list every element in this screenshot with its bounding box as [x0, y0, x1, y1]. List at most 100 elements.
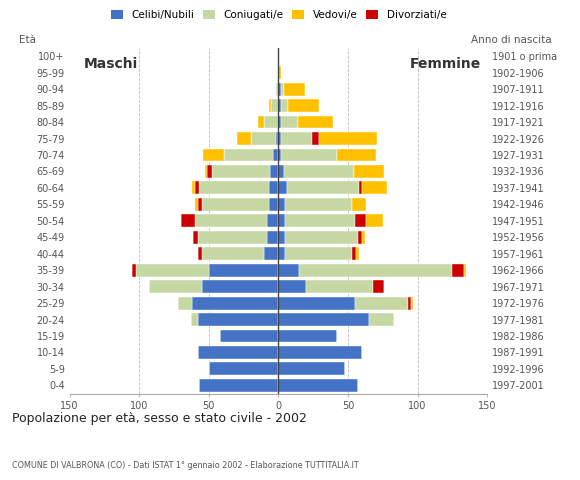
- Bar: [278, 346, 362, 359]
- Bar: [278, 280, 306, 293]
- Bar: [408, 297, 411, 310]
- Bar: [355, 215, 366, 227]
- Text: Anno di nascita: Anno di nascita: [472, 35, 552, 45]
- Bar: [312, 132, 319, 145]
- Bar: [298, 116, 333, 129]
- Bar: [278, 330, 337, 342]
- Bar: [278, 362, 345, 375]
- Bar: [369, 313, 394, 326]
- Bar: [205, 165, 208, 178]
- Bar: [281, 148, 337, 161]
- Bar: [264, 247, 278, 260]
- Bar: [269, 181, 278, 194]
- Text: COMUNE DI VALBRONA (CO) - Dati ISTAT 1° gennaio 2002 - Elaborazione TUTTITALIA.I: COMUNE DI VALBRONA (CO) - Dati ISTAT 1° …: [12, 461, 358, 470]
- Bar: [220, 330, 278, 342]
- Bar: [198, 231, 267, 244]
- Bar: [362, 231, 365, 244]
- Bar: [191, 313, 198, 326]
- Bar: [278, 83, 281, 96]
- Bar: [194, 231, 198, 244]
- Bar: [373, 280, 384, 293]
- Bar: [285, 215, 355, 227]
- Bar: [278, 99, 281, 112]
- Bar: [354, 165, 384, 178]
- Bar: [273, 148, 278, 161]
- Bar: [463, 264, 466, 276]
- Bar: [199, 181, 269, 194]
- Bar: [198, 313, 278, 326]
- Bar: [192, 297, 278, 310]
- Bar: [278, 148, 281, 161]
- Bar: [281, 116, 298, 129]
- Bar: [271, 99, 278, 112]
- Text: Popolazione per età, sesso e stato civile - 2002: Popolazione per età, sesso e stato civil…: [12, 412, 306, 425]
- Bar: [136, 264, 209, 276]
- Bar: [278, 181, 287, 194]
- Bar: [192, 181, 195, 194]
- Text: Maschi: Maschi: [84, 58, 139, 72]
- Bar: [278, 231, 285, 244]
- Bar: [270, 165, 278, 178]
- Bar: [352, 198, 366, 211]
- Bar: [284, 83, 305, 96]
- Bar: [278, 215, 285, 227]
- Bar: [198, 247, 202, 260]
- Bar: [278, 66, 281, 79]
- Bar: [285, 231, 358, 244]
- Bar: [278, 379, 358, 392]
- Bar: [276, 132, 278, 145]
- Bar: [278, 313, 369, 326]
- Bar: [356, 247, 359, 260]
- Bar: [319, 132, 377, 145]
- Bar: [281, 83, 284, 96]
- Bar: [267, 215, 278, 227]
- Bar: [278, 165, 284, 178]
- Bar: [149, 280, 202, 293]
- Bar: [132, 264, 136, 276]
- Bar: [306, 280, 373, 293]
- Bar: [212, 165, 270, 178]
- Bar: [264, 116, 278, 129]
- Bar: [267, 231, 278, 244]
- Bar: [352, 247, 356, 260]
- Bar: [224, 148, 273, 161]
- Bar: [337, 148, 376, 161]
- Bar: [199, 379, 278, 392]
- Bar: [198, 346, 278, 359]
- Bar: [202, 247, 264, 260]
- Bar: [269, 198, 278, 211]
- Bar: [362, 181, 387, 194]
- Bar: [287, 181, 359, 194]
- Bar: [203, 148, 224, 161]
- Bar: [195, 198, 198, 211]
- Bar: [278, 116, 281, 129]
- Bar: [359, 181, 362, 194]
- Bar: [358, 231, 362, 244]
- Bar: [278, 264, 299, 276]
- Bar: [181, 215, 195, 227]
- Bar: [198, 198, 202, 211]
- Bar: [278, 132, 281, 145]
- Bar: [237, 132, 251, 145]
- Bar: [281, 99, 288, 112]
- Bar: [299, 264, 452, 276]
- Bar: [285, 247, 352, 260]
- Text: Femmine: Femmine: [410, 58, 481, 72]
- Bar: [208, 165, 212, 178]
- Bar: [278, 198, 285, 211]
- Bar: [278, 297, 355, 310]
- Bar: [258, 116, 264, 129]
- Bar: [195, 215, 267, 227]
- Bar: [209, 264, 278, 276]
- Bar: [202, 198, 269, 211]
- Bar: [284, 165, 354, 178]
- Bar: [452, 264, 463, 276]
- Bar: [281, 132, 312, 145]
- Bar: [195, 181, 199, 194]
- Bar: [366, 215, 383, 227]
- Bar: [278, 247, 285, 260]
- Bar: [355, 297, 408, 310]
- Bar: [178, 297, 192, 310]
- Bar: [276, 83, 278, 96]
- Bar: [285, 198, 352, 211]
